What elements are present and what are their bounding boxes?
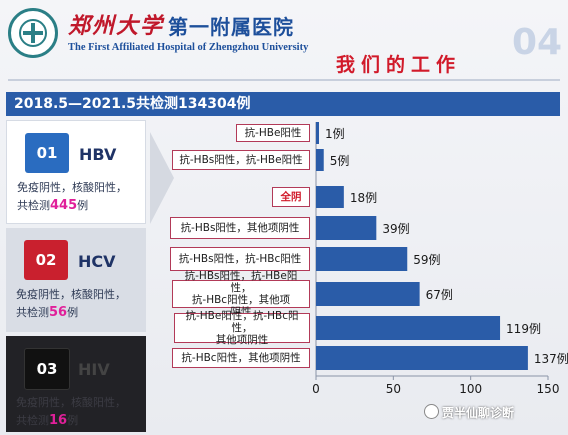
chart-bar xyxy=(316,247,408,271)
watermark: 贾半仙聊诊断 xyxy=(442,406,515,420)
category-label: 抗-HBs阳性，抗-HBe阳性， 抗-HBc阳性，其他项 阴性 xyxy=(172,270,310,318)
panel-index-badge: 02 xyxy=(24,240,68,280)
panel-title: HBV xyxy=(79,145,117,164)
data-label: 18例 xyxy=(350,191,377,205)
logo-cross-bar xyxy=(23,31,43,35)
wechat-icon xyxy=(424,404,439,419)
hospital-name: 第一附属医院 xyxy=(168,15,294,39)
category-label: 抗-HBs阳性，其他项阴性 xyxy=(170,217,310,239)
hospital-logo xyxy=(8,8,58,58)
x-tick-label: 0 xyxy=(312,382,320,396)
data-label: 119例 xyxy=(506,322,541,336)
x-tick-label: 50 xyxy=(386,382,401,396)
data-label: 137例 xyxy=(534,352,568,366)
count-prefix: 共检测 xyxy=(16,414,49,427)
panel-title: HCV xyxy=(78,252,116,271)
pointer-arrow-icon xyxy=(150,132,174,224)
data-label: 5例 xyxy=(330,154,350,168)
panel-title: HIV xyxy=(78,360,110,379)
category-label: 抗-HBs阳性，抗-HBc阳性 xyxy=(170,247,310,271)
category-label: 抗-HBc阳性，其他项阴性 xyxy=(172,348,310,368)
data-label: 39例 xyxy=(382,222,409,236)
count-prefix: 共检测 xyxy=(16,306,49,319)
chart-bar xyxy=(316,282,420,306)
data-label: 67例 xyxy=(426,288,453,302)
header: 郑州大学 第一附属医院 The First Affiliated Hospita… xyxy=(0,0,568,86)
hospital-english-name: The First Affiliated Hospital of Zhengzh… xyxy=(68,42,309,53)
chart-bar xyxy=(316,216,377,240)
panel-description: 免疫阴性，核酸阳性， xyxy=(16,288,126,301)
count-value: 56 xyxy=(49,305,68,320)
header-divider xyxy=(8,79,560,81)
chart-bar xyxy=(316,346,528,370)
data-label: 59例 xyxy=(413,253,440,267)
chart-bar xyxy=(316,316,501,340)
panel-count: 共检测445例 xyxy=(17,197,88,213)
category-label: 全阴 xyxy=(272,187,310,207)
slide-number: 04 xyxy=(512,22,563,63)
x-tick-label: 150 xyxy=(537,382,560,396)
panel-index-badge: 01 xyxy=(25,133,69,173)
slide-slogan: 我们的工作 xyxy=(336,54,462,76)
panel-index-badge: 03 xyxy=(24,348,70,390)
panel-description: 免疫阴性，核酸阳性， xyxy=(16,396,126,409)
data-label: 1例 xyxy=(325,127,345,141)
x-tick-label: 100 xyxy=(459,382,482,396)
category-label: 抗-HBe阳性 xyxy=(236,124,310,142)
count-suffix: 例 xyxy=(67,306,79,319)
category-label: 抗-HBs阳性，抗-HBe阳性 xyxy=(172,150,310,170)
count-prefix: 共检测 xyxy=(17,199,50,212)
count-value: 445 xyxy=(50,198,78,213)
count-suffix: 例 xyxy=(67,414,79,427)
logo-ring-icon xyxy=(19,19,47,47)
university-name: 郑州大学 xyxy=(68,13,165,39)
summary-banner: 2018.5—2021.5共检测134304例 xyxy=(6,92,560,116)
panel-description: 免疫阴性，核酸阳性， xyxy=(17,181,127,194)
panel-count: 共检测16例 xyxy=(16,412,78,428)
category-label: 抗-HBe阳性，抗-HBc阳性， 其他项阴性 xyxy=(174,310,310,346)
chart-bar xyxy=(316,149,324,171)
panel-count: 共检测56例 xyxy=(16,304,78,320)
count-suffix: 例 xyxy=(77,199,89,212)
chart-bar xyxy=(316,186,344,208)
count-value: 16 xyxy=(49,413,68,428)
panel-hiv: 03 HIV 免疫阴性，核酸阳性， 共检测16例 xyxy=(6,336,146,432)
chart-bar xyxy=(316,122,319,144)
panel-hcv: 02 HCV 免疫阴性，核酸阳性， 共检测56例 xyxy=(6,228,146,332)
panel-hbv: 01 HBV 免疫阴性，核酸阳性， 共检测445例 xyxy=(6,120,146,224)
